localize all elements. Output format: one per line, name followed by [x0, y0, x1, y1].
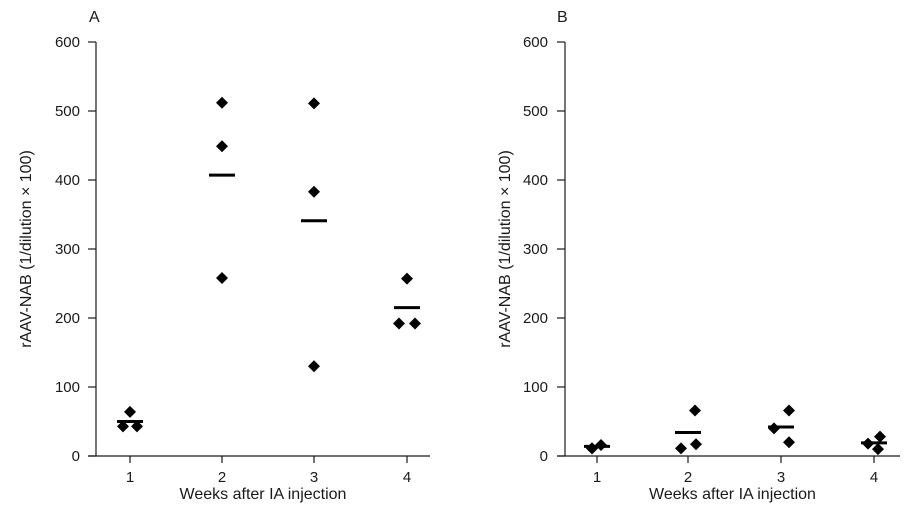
panel-a-data-point [124, 405, 136, 418]
panel-a-data-point [216, 271, 228, 284]
panel-a-x-axis-title: Weeks after IA injection [180, 486, 347, 503]
panel-a-y-tick-label: 100 [55, 379, 80, 396]
panel-a-x-tick-label: 4 [403, 469, 411, 486]
panel-b-y-tick-label: 0 [540, 448, 548, 465]
panel-b-data-point [872, 443, 884, 456]
panel-b-y-tick-label: 600 [523, 34, 548, 51]
panel-b-y-tick-label: 500 [523, 103, 548, 120]
panel-b-y-axis-title: rAAV-NAB (1/dilution × 100) [497, 150, 514, 348]
panel-a-y-tick-label: 500 [55, 103, 80, 120]
panel-b-x-tick-label: 1 [593, 469, 601, 486]
panel-a-y-tick-label: 0 [72, 448, 80, 465]
panel-a-data-point [308, 360, 320, 373]
panel-a-y-axis-title: rAAV-NAB (1/dilution × 100) [18, 150, 35, 348]
panel-b-data-point [675, 442, 687, 455]
panel-b-y-tick-label: 300 [523, 241, 548, 258]
panel-a-x-tick-label: 2 [218, 469, 226, 486]
panel-a-data-point [393, 317, 405, 330]
panel-a-data-point [308, 185, 320, 198]
panel-b-data-point [689, 404, 701, 417]
panel-b-y-tick-label: 400 [523, 172, 548, 189]
panel-b-letter: B [557, 9, 568, 26]
panel-a-x-tick-label: 1 [126, 469, 134, 486]
panel-b-y-tick-label: 100 [523, 379, 548, 396]
panel-b-y-tick-label: 200 [523, 310, 548, 327]
panel-b-x-tick-label: 2 [684, 469, 692, 486]
panel-b: 0 100 200 300 400 500 600 1 2 3 4 Weeks after IA in… [497, 9, 900, 503]
panel-b-data-point [783, 404, 795, 417]
panel-b-data-point [690, 438, 702, 451]
panel-a-data-point [308, 97, 320, 110]
panel-a-x-tick-label: 3 [310, 469, 318, 486]
panel-b-data-point [783, 436, 795, 449]
panel-a: 0 100 200 300 400 500 600 1 2 3 4 Weeks after IA in… [18, 9, 430, 503]
panel-b-x-tick-label: 4 [870, 469, 878, 486]
panel-a-data-point [216, 96, 228, 109]
panel-b-x-tick-label: 3 [777, 469, 785, 486]
panel-a-data-point [401, 272, 413, 285]
panel-b-x-axis-title: Weeks after IA injection [649, 486, 816, 503]
panel-a-data-point [409, 317, 421, 330]
panel-a-y-tick-label: 200 [55, 310, 80, 327]
panel-a-y-tick-label: 400 [55, 172, 80, 189]
panel-a-y-tick-label: 300 [55, 241, 80, 258]
panel-b-data-point [874, 430, 886, 443]
panel-a-data-point [117, 420, 129, 433]
panel-a-y-tick-label: 600 [55, 34, 80, 51]
panel-a-letter: A [89, 9, 100, 26]
panel-a-data-point [131, 420, 143, 433]
panel-a-data-point [216, 140, 228, 153]
